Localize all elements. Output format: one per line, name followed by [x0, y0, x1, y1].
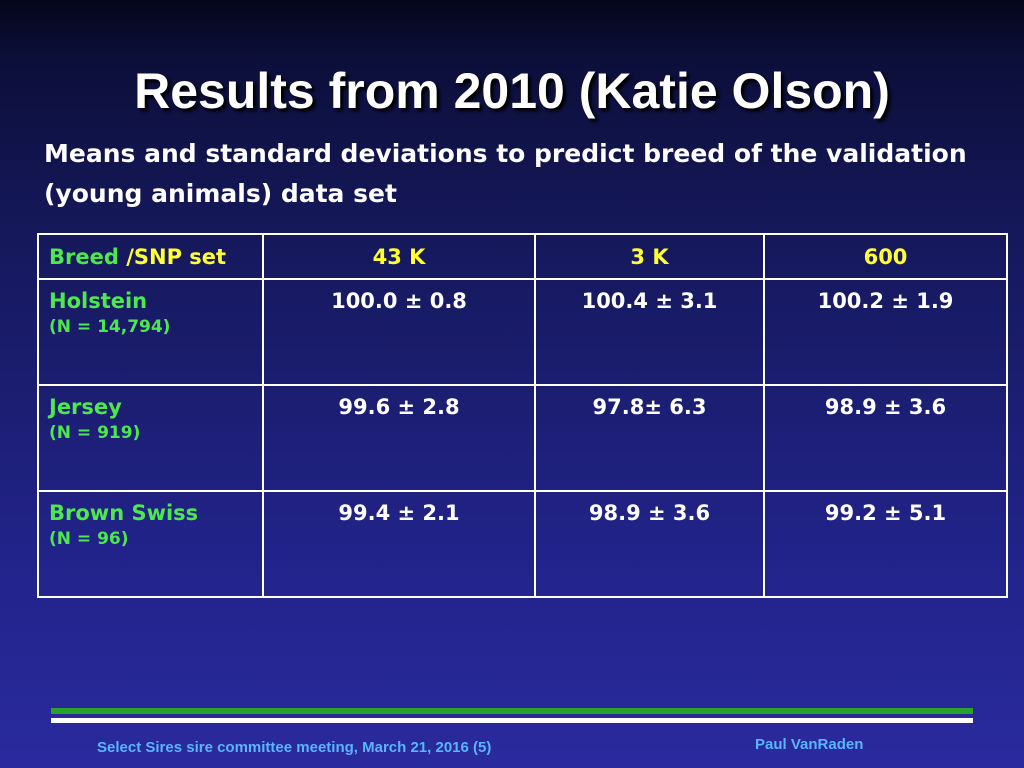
table-cell: 99.2 ± 5.1	[763, 490, 1008, 598]
footer-meeting-text: Select Sires sire committee meeting, Mar…	[97, 739, 492, 756]
footer-divider-green	[51, 708, 973, 714]
breed-name: Jersey	[49, 395, 122, 419]
table-row: Jersey (N = 919) 99.6 ± 2.8 97.8± 6.3 98…	[37, 384, 1008, 492]
table-cell: 98.9 ± 3.6	[763, 384, 1008, 492]
table-cell: 100.2 ± 1.9	[763, 278, 1008, 386]
header-col-43k: 43 K	[262, 233, 536, 280]
table-cell: 99.4 ± 2.1	[262, 490, 536, 598]
table-row: Brown Swiss (N = 96) 99.4 ± 2.1 98.9 ± 3…	[37, 490, 1008, 598]
row-label-holstein: Holstein (N = 14,794)	[37, 278, 264, 386]
row-label-jersey: Jersey (N = 919)	[37, 384, 264, 492]
breed-name: Brown Swiss	[49, 501, 199, 525]
table-cell: 98.9 ± 3.6	[534, 490, 765, 598]
header-breed-label: Breed	[49, 245, 119, 269]
breed-count: (N = 919)	[49, 423, 141, 443]
table-row: Holstein (N = 14,794) 100.0 ± 0.8 100.4 …	[37, 278, 1008, 386]
table-cell: 97.8± 6.3	[534, 384, 765, 492]
breed-count: (N = 14,794)	[49, 317, 171, 337]
table-cell: 99.6 ± 2.8	[262, 384, 536, 492]
table-cell: 100.0 ± 0.8	[262, 278, 536, 386]
header-breed-snp-cell: Breed /SNP set	[37, 233, 264, 280]
header-col-600: 600	[763, 233, 1008, 280]
footer-author: Paul VanRaden	[755, 736, 864, 753]
breed-count: (N = 96)	[49, 529, 129, 549]
table-cell: 100.4 ± 3.1	[534, 278, 765, 386]
row-label-brown-swiss: Brown Swiss (N = 96)	[37, 490, 264, 598]
footer-divider-white	[51, 718, 973, 723]
slide-subtitle: Means and standard deviations to predict…	[44, 139, 967, 208]
table-header-row: Breed /SNP set 43 K 3 K 600	[37, 233, 1008, 280]
header-snp-set-label: /SNP set	[126, 245, 227, 269]
header-col-3k: 3 K	[534, 233, 765, 280]
results-table: Breed /SNP set 43 K 3 K 600 Holstein (N …	[37, 233, 1008, 598]
slide-title: Results from 2010 (Katie Olson)	[134, 63, 890, 119]
breed-name: Holstein	[49, 289, 148, 313]
